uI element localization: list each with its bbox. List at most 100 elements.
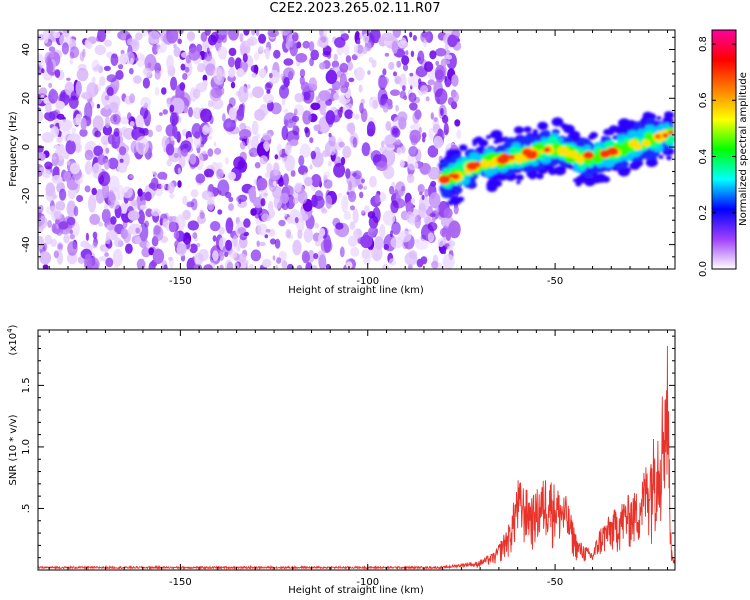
noise-blob: [421, 194, 425, 201]
noise-blob: [113, 127, 120, 137]
noise-blob: [248, 263, 254, 269]
noise-blob: [354, 67, 365, 81]
ridge-blob: [574, 154, 585, 163]
noise-blob: [427, 145, 439, 158]
noise-blob: [299, 68, 306, 78]
noise-blob: [410, 50, 415, 57]
noise-blob: [119, 158, 124, 163]
noise-blob: [196, 243, 201, 248]
ridge-blob: [584, 170, 593, 178]
noise-blob: [45, 205, 57, 215]
noise-blob: [272, 255, 276, 261]
noise-blob: [335, 156, 340, 162]
noise-blob: [251, 30, 256, 36]
noise-blob: [178, 30, 184, 35]
ridge-blob: [663, 122, 670, 128]
noise-blob: [213, 66, 225, 85]
noise-blob: [69, 162, 81, 175]
noise-blob: [237, 253, 247, 263]
noise-blob: [361, 210, 365, 214]
noise-blob: [169, 104, 175, 113]
noise-blob: [39, 167, 45, 171]
noise-blob: [113, 237, 122, 248]
noise-blob: [321, 208, 328, 214]
noise-blob: [41, 132, 54, 143]
noise-blob: [302, 40, 311, 49]
noise-blob: [163, 264, 168, 269]
noise-blob: [311, 194, 318, 208]
noise-blob: [181, 149, 188, 157]
noise-blob: [130, 57, 134, 65]
noise-blob: [454, 119, 461, 127]
chart-title: C2E2.2023.265.02.11.R07: [269, 1, 441, 16]
noise-blob: [166, 158, 172, 167]
ridge-blob: [454, 188, 460, 193]
noise-blob: [256, 240, 260, 247]
noise-blob: [385, 121, 392, 131]
noise-blob: [399, 90, 407, 99]
noise-blob: [120, 228, 128, 240]
noise-blob: [367, 70, 371, 75]
noise-blob: [425, 96, 430, 102]
colorbar-gradient: [711, 29, 737, 270]
noise-blob: [402, 85, 406, 92]
noise-blob: [424, 188, 430, 197]
noise-blob: [88, 194, 97, 213]
noise-blob: [97, 83, 102, 92]
ridge-blob: [619, 168, 625, 173]
noise-blob: [443, 122, 449, 136]
noise-blob: [97, 154, 106, 166]
ridge-blob: [617, 159, 629, 169]
noise-blob: [283, 212, 288, 217]
noise-blob: [167, 182, 175, 194]
noise-blob: [56, 136, 63, 144]
noise-blob: [313, 253, 319, 260]
noise-blob: [199, 209, 205, 218]
noise-blob: [280, 192, 289, 204]
top-plot-frame: [37, 29, 676, 270]
noise-blob: [401, 185, 405, 192]
noise-blob: [192, 88, 201, 99]
noise-blob: [322, 150, 330, 158]
noise-blob: [207, 135, 213, 140]
noise-blob: [351, 172, 357, 177]
noise-blob: [297, 190, 308, 205]
noise-blob: [179, 82, 186, 91]
ridge-blob: [550, 160, 558, 166]
noise-blob: [286, 263, 294, 269]
top-xlabel: Height of straight line (km): [288, 285, 424, 296]
noise-blob: [38, 221, 43, 227]
noise-blob: [359, 191, 364, 199]
noise-blob: [305, 262, 313, 269]
noise-blob: [99, 256, 107, 262]
noise-blob: [382, 103, 389, 113]
noise-blob: [47, 220, 52, 228]
noise-blob: [173, 46, 181, 57]
noise-blob: [296, 265, 303, 269]
noise-blob: [51, 174, 63, 184]
noise-blob: [333, 162, 346, 178]
noise-blob: [110, 113, 121, 125]
noise-blob: [80, 240, 90, 248]
noise-blob: [258, 45, 264, 52]
noise-blob: [368, 226, 379, 237]
noise-blob: [338, 192, 343, 198]
noise-blob: [210, 31, 219, 43]
y-tick-label: -40: [21, 236, 32, 252]
ridge-blob: [584, 177, 596, 187]
noise-blob: [283, 108, 289, 114]
ridge-blob: [536, 173, 544, 180]
noise-blob: [87, 257, 100, 269]
noise-blob: [409, 102, 418, 111]
noise-blob: [184, 66, 190, 73]
noise-blob: [200, 31, 208, 42]
noise-blob: [435, 69, 444, 81]
noise-blob: [104, 39, 112, 47]
noise-blob: [422, 136, 426, 143]
ridge-blob: [604, 159, 613, 166]
noise-blob: [325, 69, 338, 85]
snr-line: [38, 345, 675, 570]
ridge-blob: [548, 168, 557, 175]
noise-blob: [156, 47, 163, 54]
noise-blob: [381, 263, 390, 269]
